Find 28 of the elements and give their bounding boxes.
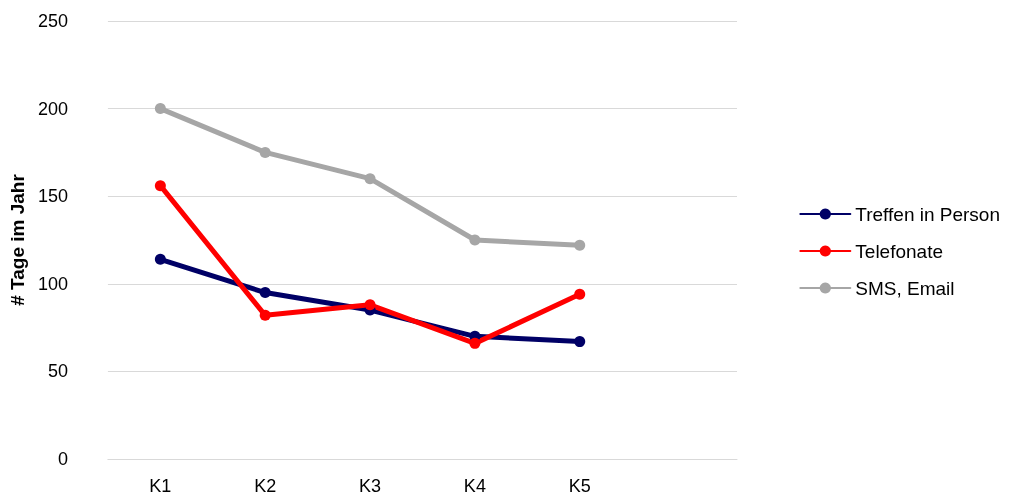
y-tick-label: 250 — [37, 11, 68, 31]
point — [154, 103, 166, 115]
y-tick-label: 100 — [37, 273, 68, 294]
y-axis-title: # Tage im Jahr — [7, 173, 28, 306]
legend-label: Telefonate — [855, 240, 943, 262]
point — [574, 336, 586, 348]
x-tick-label: K1 — [149, 476, 172, 496]
point — [259, 146, 271, 158]
point — [364, 299, 376, 311]
y-tick-label: 150 — [37, 186, 68, 207]
point — [154, 180, 166, 192]
y-tick-label: 50 — [47, 361, 68, 382]
legend-label: Treffen in Person — [855, 203, 1001, 225]
x-tick-label: K5 — [568, 476, 591, 496]
point — [364, 173, 376, 185]
point — [469, 337, 481, 349]
x-tick-label: K3 — [359, 476, 382, 496]
point — [154, 253, 166, 265]
x-tick-label: K4 — [463, 476, 486, 496]
point — [574, 239, 586, 251]
y-tick-label: 0 — [57, 449, 68, 469]
x-tick-label: K2 — [254, 476, 277, 496]
point — [574, 288, 586, 300]
point — [259, 309, 271, 321]
point — [469, 234, 481, 246]
point — [259, 287, 271, 299]
y-tick-label: 200 — [37, 98, 68, 119]
legend-label: SMS, Email — [855, 277, 955, 299]
